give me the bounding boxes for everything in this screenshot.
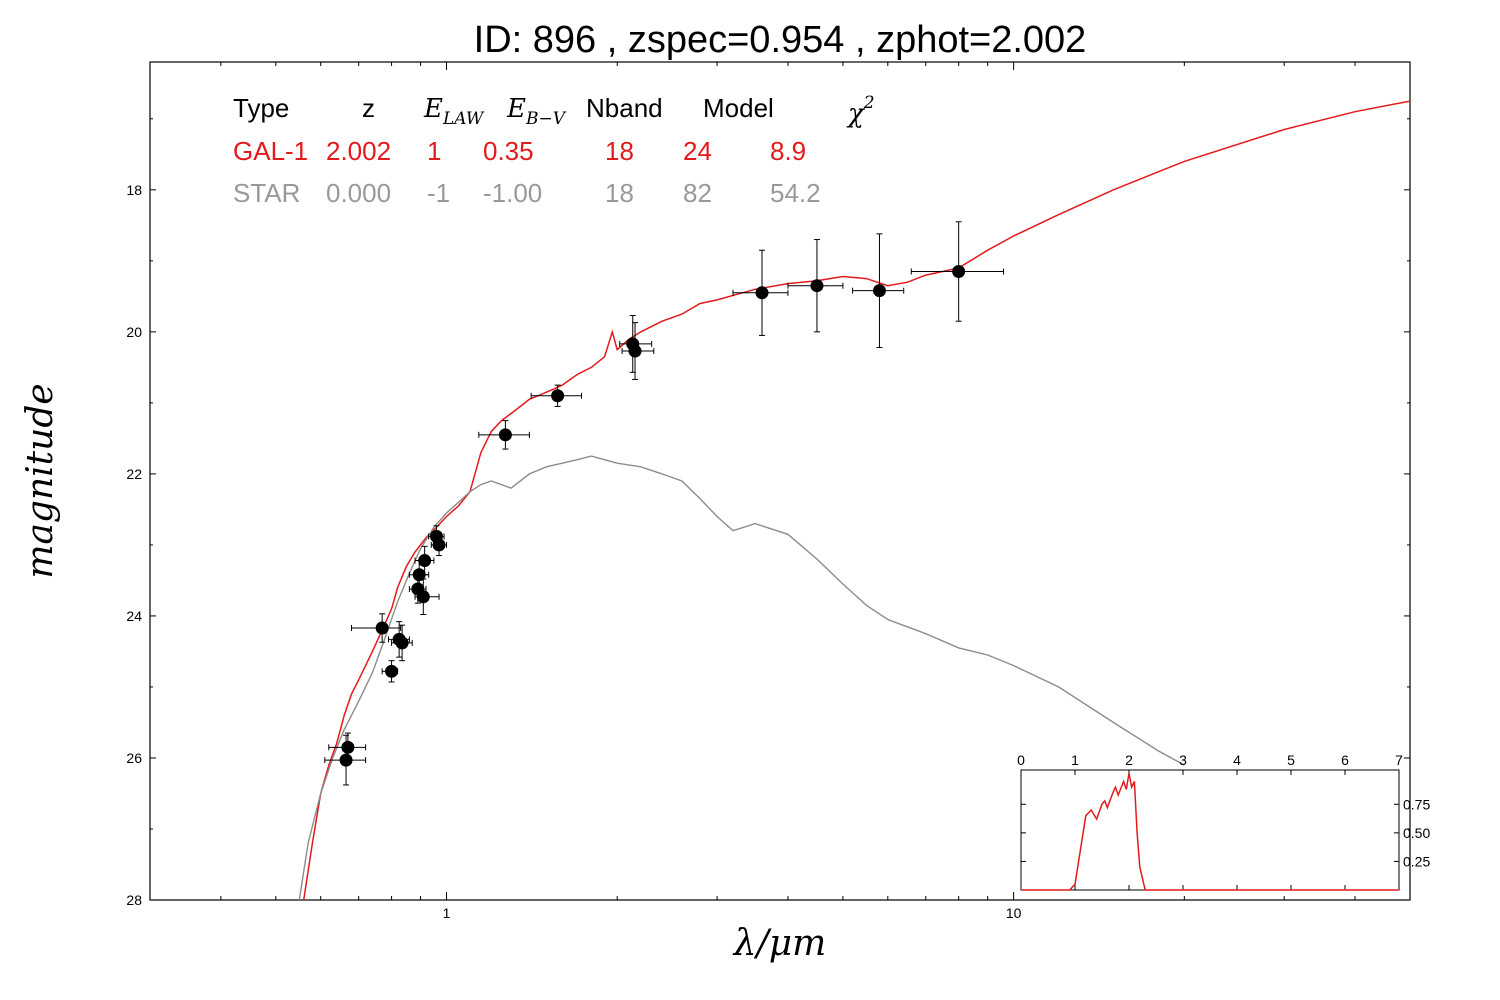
data-marker xyxy=(628,344,642,358)
inset-y-tick-label: 0.75 xyxy=(1403,796,1430,812)
x-tick-label: 10 xyxy=(1006,905,1022,921)
inset-x-tick-label: 6 xyxy=(1341,752,1349,768)
redshift-pdf-inset: 0 1 2 3 4 5 6 7 0.25 0.50 0.75 xyxy=(1017,752,1430,891)
fit-table-cell-model: 24 xyxy=(683,136,712,166)
data-point xyxy=(530,384,583,407)
data-marker xyxy=(418,554,432,568)
plot-area xyxy=(298,100,1411,901)
fit-table-cell-elaw: 1 xyxy=(427,136,441,166)
data-marker xyxy=(755,286,769,300)
hdr-nband: Nband xyxy=(586,93,663,123)
inset-x-tick-label: 2 xyxy=(1125,752,1133,768)
y-tick-label: 28 xyxy=(126,892,142,908)
fit-table-cell-ebv: 0.35 xyxy=(483,136,534,166)
y-tick-label: 22 xyxy=(126,466,142,482)
hdr-elaw: ELAW xyxy=(423,94,485,129)
hdr-model: Model xyxy=(703,93,774,123)
data-marker xyxy=(810,279,824,293)
hdr-ebv: EB−V xyxy=(506,94,567,129)
fit-table-cell-z: 0.000 xyxy=(326,178,391,208)
data-marker xyxy=(395,636,409,650)
fit-table-cell-z: 2.002 xyxy=(326,136,391,166)
inset-x-tick-label: 5 xyxy=(1287,752,1295,768)
data-marker xyxy=(432,538,446,552)
data-point xyxy=(414,578,440,616)
data-point xyxy=(391,624,413,662)
inset-x-tick-label: 0 xyxy=(1017,752,1025,768)
data-marker xyxy=(952,265,966,278)
inset-y-tick-label: 0.25 xyxy=(1403,853,1430,869)
hdr-chi2: χ2 xyxy=(846,93,875,129)
data-point xyxy=(430,533,448,557)
x-axis-label: λ/μm xyxy=(732,923,826,964)
y-tick-label: 18 xyxy=(126,182,142,198)
series-line-galaxy-model xyxy=(302,100,1411,901)
fit-table: Type z ELAW EB−V Nband Model χ2 GAL-1 2.0… xyxy=(233,93,875,208)
data-marker xyxy=(551,389,565,403)
data-point xyxy=(381,660,399,683)
inset-x-tick-label: 4 xyxy=(1233,752,1241,768)
y-tick-label: 24 xyxy=(126,608,142,624)
fit-table-cell-elaw: -1 xyxy=(427,178,450,208)
fit-table-cell-chi2: 54.2 xyxy=(770,178,821,208)
hdr-type: Type xyxy=(233,93,289,123)
inset-frame xyxy=(1020,769,1400,891)
x-tick-label: 1 xyxy=(443,905,451,921)
y-tick-label: 20 xyxy=(126,324,142,340)
data-point xyxy=(478,420,530,450)
fit-table-cell-chi2: 8.9 xyxy=(770,136,806,166)
data-point xyxy=(852,233,905,348)
fit-table-cell-model: 82 xyxy=(683,178,712,208)
data-point xyxy=(619,315,653,373)
data-point xyxy=(787,239,844,333)
y-axis-label: magnitude xyxy=(20,383,61,578)
plot-frame xyxy=(149,61,1411,901)
data-point xyxy=(414,545,435,576)
data-point xyxy=(732,249,789,336)
chart-title: ID: 896 , zspec=0.954 , zphot=2.002 xyxy=(474,19,1087,61)
inset-x-tick-label: 1 xyxy=(1071,752,1079,768)
data-point xyxy=(324,734,367,786)
fit-table-cell-ebv: -1.00 xyxy=(483,178,542,208)
y-tick-label: 26 xyxy=(126,750,142,766)
data-marker xyxy=(416,590,430,604)
data-marker xyxy=(498,428,512,442)
data-marker xyxy=(412,568,426,582)
inset-x-tick-label: 7 xyxy=(1395,752,1403,768)
inset-pdf-line xyxy=(1021,773,1399,891)
inset-y-tick-label: 0.50 xyxy=(1403,825,1430,841)
fit-table-cell-type: GAL-1 xyxy=(233,136,308,166)
inset-x-tick-label: 3 xyxy=(1179,752,1187,768)
data-marker xyxy=(341,740,355,754)
fit-table-rows: GAL-1 2.002 1 0.35 18 24 8.9 STAR 0.000 -1 -1.00 18… xyxy=(233,136,821,208)
data-point xyxy=(351,613,402,643)
data-marker xyxy=(375,621,389,635)
data-marker xyxy=(872,284,886,298)
fit-table-cell-nband: 18 xyxy=(605,136,634,166)
data-marker xyxy=(385,664,399,678)
data-marker xyxy=(339,753,353,767)
series-line-star-model xyxy=(298,455,1185,901)
data-point xyxy=(910,221,1005,322)
data-point xyxy=(621,322,655,380)
fit-table-cell-type: STAR xyxy=(233,178,300,208)
hdr-z: z xyxy=(362,93,375,123)
fit-table-cell-nband: 18 xyxy=(605,178,634,208)
